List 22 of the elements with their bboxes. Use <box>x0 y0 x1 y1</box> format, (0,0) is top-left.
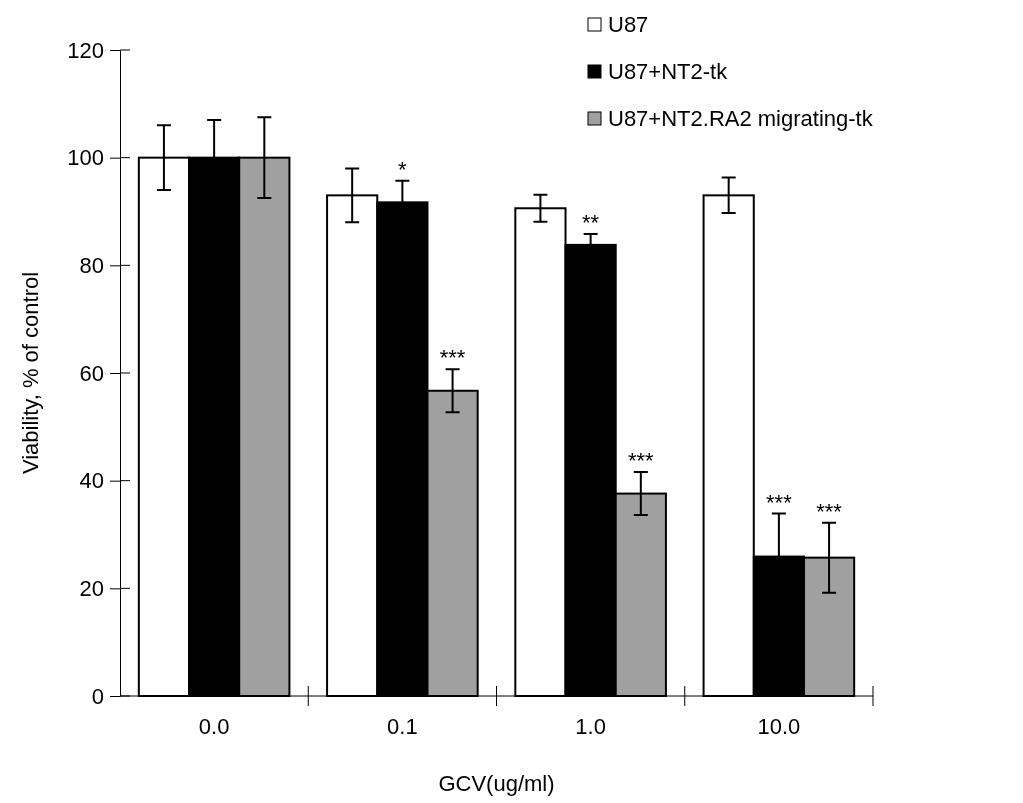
legend-label: U87+NT2-tk <box>608 59 729 84</box>
x-tick-label: 1.0 <box>575 714 606 740</box>
legend-label: U87+NT2.RA2 migrating-tk <box>608 106 874 131</box>
y-axis-title: Viability, % of control <box>18 271 43 475</box>
legend-label: U87 <box>608 12 649 37</box>
y-tick-label: 80 <box>79 252 104 278</box>
data-label: *** <box>816 498 843 524</box>
y-tick-label: 120 <box>67 37 104 63</box>
data-label: * <box>398 156 408 182</box>
x-tick-label: 10.0 <box>757 714 801 740</box>
data-label: *** <box>627 448 655 474</box>
data-label: *** <box>766 489 793 515</box>
y-tick-label: 0 <box>91 683 104 709</box>
data-label: ** <box>582 210 600 236</box>
x-tick-label: 0.1 <box>387 714 418 740</box>
y-tick-label: 20 <box>79 575 104 601</box>
y-tick-label: 60 <box>79 360 104 386</box>
x-tick-label: 0.0 <box>198 714 230 740</box>
y-tick-label: 40 <box>79 468 104 494</box>
x-axis-title: GCV(ug/ml) <box>438 771 555 796</box>
data-label: *** <box>439 345 466 371</box>
y-tick-label: 100 <box>67 145 104 171</box>
